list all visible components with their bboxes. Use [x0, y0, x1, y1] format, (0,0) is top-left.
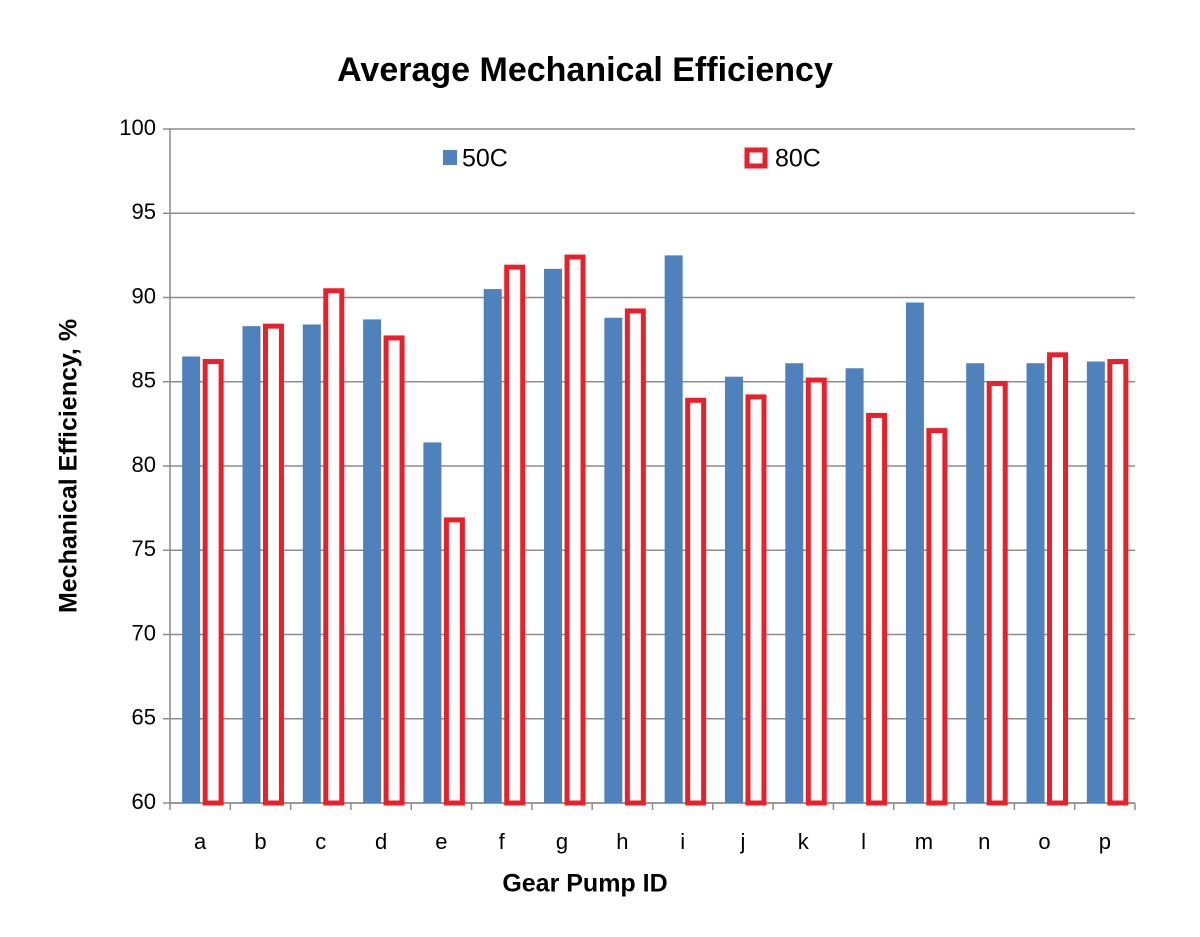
y-tick-label: 80: [132, 452, 156, 477]
bar: [785, 363, 804, 803]
bar: [202, 359, 224, 806]
bar: [905, 302, 924, 803]
legend-label: 50C: [462, 145, 508, 173]
x-tick-label: p: [1099, 829, 1111, 854]
bar: [1107, 359, 1129, 806]
bar: [986, 380, 1008, 806]
y-tick-label: 65: [132, 705, 156, 730]
bar: [664, 255, 683, 803]
bar: [745, 394, 767, 806]
x-tick-label: d: [375, 829, 387, 854]
bar: [845, 368, 864, 803]
x-tick-label: m: [915, 829, 933, 854]
bar: [724, 376, 743, 803]
bar: [866, 412, 888, 806]
x-tick-label: o: [1038, 829, 1050, 854]
x-tick-label: a: [194, 829, 207, 854]
y-axis-label: Mechanical Efficiency, %: [55, 319, 83, 613]
bar: [1086, 361, 1105, 803]
bar: [604, 317, 623, 803]
x-tick-label: l: [861, 829, 866, 854]
x-tick-label: n: [978, 829, 990, 854]
chart-title: Average Mechanical Efficiency: [337, 51, 833, 89]
x-tick-label: e: [435, 829, 447, 854]
bar: [182, 356, 201, 803]
bar: [1026, 363, 1045, 803]
legend-swatch: [744, 147, 768, 169]
y-tick-label: 100: [119, 115, 156, 140]
bar: [483, 289, 502, 803]
y-tick-label: 70: [132, 620, 156, 645]
x-axis-label: Gear Pump ID: [502, 870, 667, 898]
bar: [443, 517, 465, 806]
bar: [926, 428, 948, 806]
bar: [363, 319, 382, 803]
x-tick-label: i: [680, 829, 685, 854]
bar: [423, 442, 442, 803]
y-tick-label: 75: [132, 536, 156, 561]
bar: [544, 268, 563, 804]
x-tick-label: g: [556, 829, 568, 854]
x-tick-label: c: [315, 829, 326, 854]
bar: [242, 326, 261, 803]
bar: [624, 308, 646, 806]
y-tick-label: 60: [132, 789, 156, 814]
legend-label: 80C: [775, 145, 821, 173]
x-tick-label: j: [740, 829, 746, 854]
legend-swatch: [443, 150, 457, 165]
bar: [805, 377, 827, 806]
x-tick-label: f: [499, 829, 506, 854]
bar: [685, 397, 707, 806]
x-tick-label: k: [798, 829, 810, 854]
y-tick-label: 95: [132, 199, 156, 224]
bar: [966, 363, 985, 803]
bar: [262, 323, 284, 806]
bar: [302, 324, 321, 803]
bar: [383, 335, 405, 806]
x-tick-label: b: [254, 829, 266, 854]
y-tick-label: 85: [132, 368, 156, 393]
x-tick-label: h: [616, 829, 628, 854]
y-tick-label: 90: [132, 283, 156, 308]
bar: [504, 264, 526, 806]
bar: [323, 288, 345, 806]
bar: [1047, 352, 1069, 806]
bar: [564, 254, 586, 806]
